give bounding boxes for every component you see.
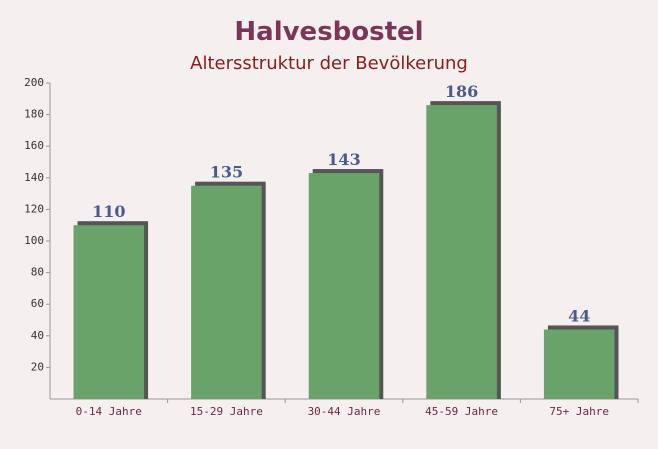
value-label: 110 [92,202,125,221]
value-label: 143 [327,150,360,169]
y-tick-label: 200 [24,76,44,89]
y-tick-label: 20 [31,360,44,373]
value-label: 186 [445,82,478,101]
y-tick-label: 160 [24,139,44,152]
x-tick-label: 0-14 Jahre [76,405,142,418]
bar [543,329,615,399]
bar [308,173,380,399]
chart-subtitle: Altersstruktur der Bevölkerung [190,53,468,74]
y-tick-label: 180 [24,108,44,121]
y-tick-label: 40 [31,329,44,342]
y-tick-label: 100 [24,234,44,247]
y-tick-label: 120 [24,202,44,215]
x-tick-label: 45-59 Jahre [425,405,498,418]
x-tick-label: 15-29 Jahre [190,405,263,418]
chart-title: Halvesbostel [234,17,423,47]
value-label: 135 [210,163,243,182]
x-tick-label: 75+ Jahre [549,405,609,418]
bar [73,225,145,399]
y-tick-label: 60 [31,297,44,310]
x-tick-label: 30-44 Jahre [308,405,381,418]
value-label: 44 [568,306,590,325]
y-tick-label: 80 [31,266,44,279]
y-tick-label: 140 [24,171,44,184]
bar [426,105,497,400]
bar [191,185,262,399]
